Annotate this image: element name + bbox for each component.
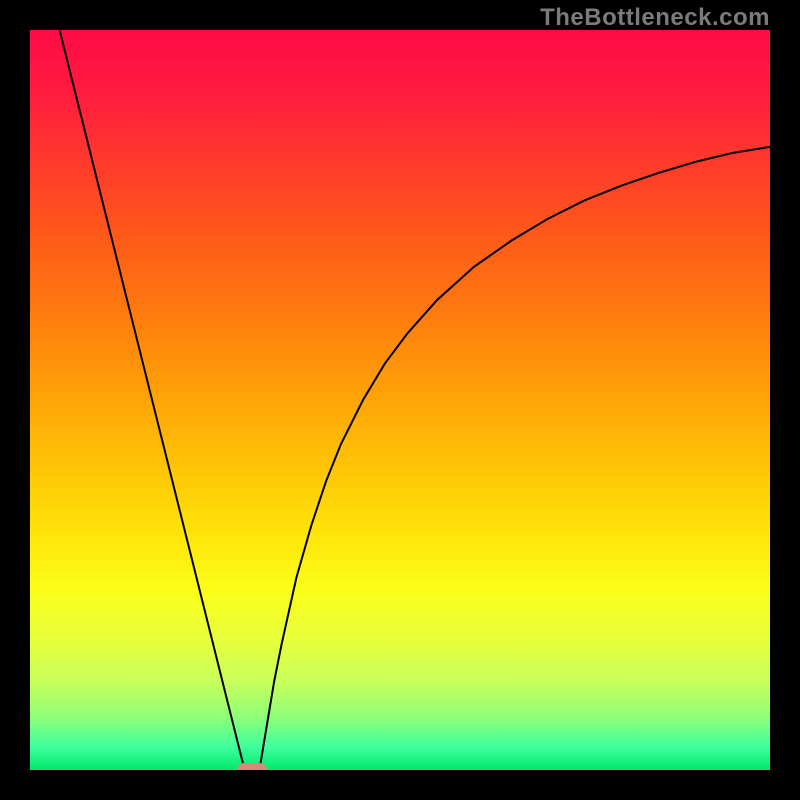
curve-layer	[30, 30, 770, 770]
minimum-marker	[237, 763, 267, 770]
watermark-text: TheBottleneck.com	[540, 4, 770, 32]
curve-left-branch	[60, 30, 245, 770]
curve-right-branch	[259, 147, 770, 770]
chart-container: TheBottleneck.com	[0, 0, 800, 800]
plot-area	[30, 30, 770, 770]
